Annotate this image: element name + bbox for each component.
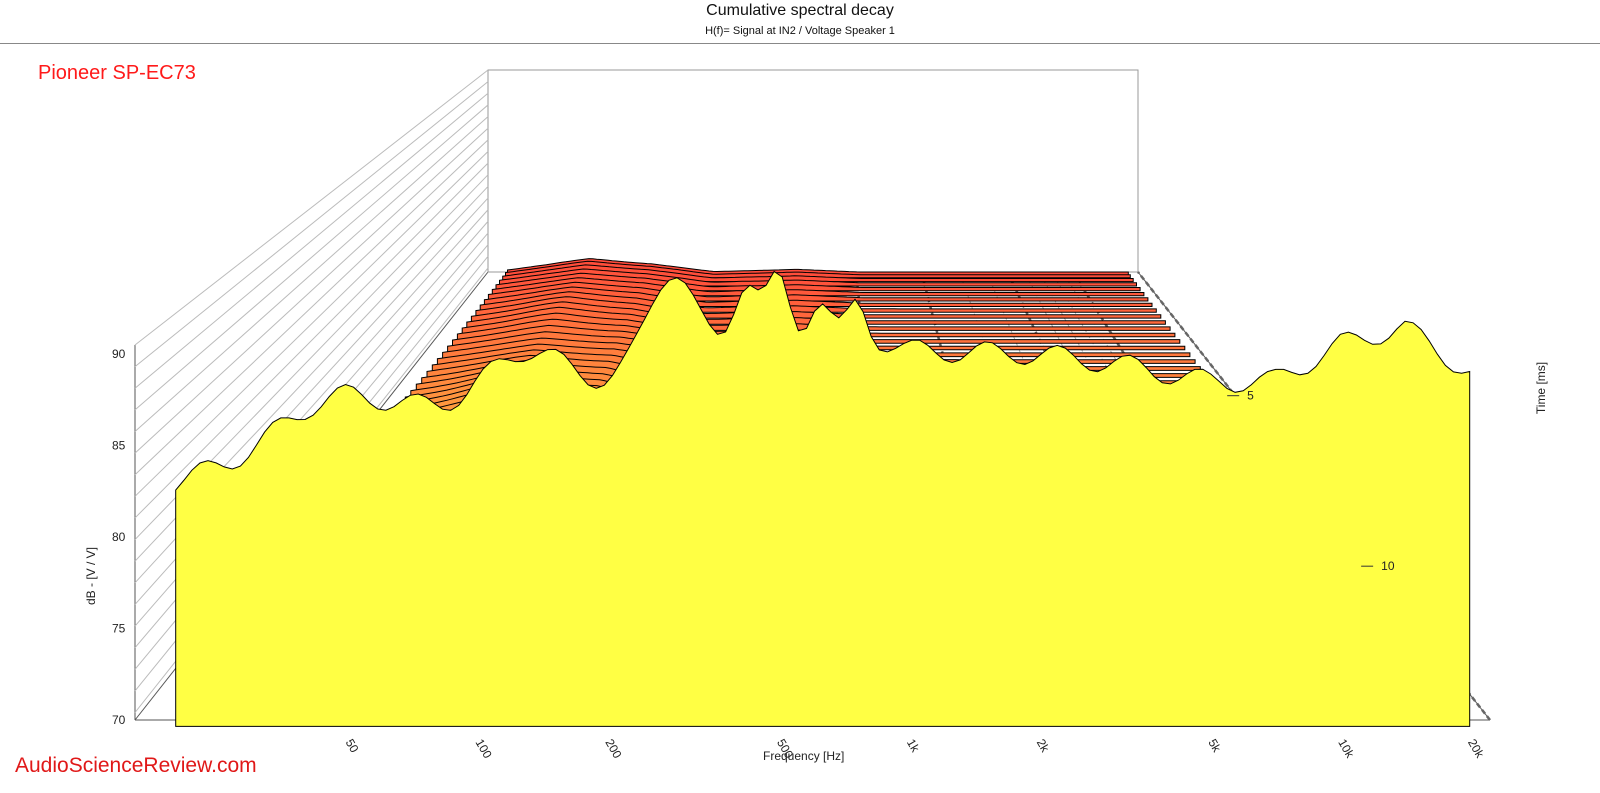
site-watermark: AudioScienceReview.com — [15, 754, 257, 777]
header-divider — [0, 43, 1600, 44]
x-tick-label: 100 — [473, 737, 495, 762]
decay-slice — [175, 270, 1471, 727]
x-tick-label: 10k — [1335, 737, 1357, 762]
x-axis-label: Frequency [Hz] — [763, 749, 844, 763]
x-tick-label: 2k — [1034, 737, 1053, 756]
z-tick-label: 10 — [1381, 559, 1395, 573]
speaker-model-label: Pioneer SP-EC73 — [38, 62, 196, 84]
y-tick-label: 80 — [112, 530, 126, 544]
x-tick-label: 20k — [1465, 737, 1487, 762]
decay-slices — [175, 258, 1471, 727]
x-tick-label: 1k — [904, 737, 923, 756]
y-axis-label: dB - [V / V] — [84, 547, 98, 605]
chart-subtitle: H(f)= Signal at IN2 / Voltage Speaker 1 — [705, 25, 895, 37]
x-tick-label: 200 — [602, 737, 624, 762]
x-tick-label: 5k — [1205, 737, 1224, 756]
y-tick-label: 75 — [112, 622, 126, 636]
y-tick-label: 90 — [112, 347, 126, 361]
y-tick-label: 70 — [112, 713, 126, 727]
y-tick-label: 85 — [112, 439, 126, 453]
z-axis-label: Time [ms] — [1534, 362, 1548, 414]
x-tick-label: 50 — [343, 737, 362, 756]
chart-title: Cumulative spectral decay — [706, 2, 894, 19]
z-tick-label: 5 — [1247, 389, 1254, 403]
